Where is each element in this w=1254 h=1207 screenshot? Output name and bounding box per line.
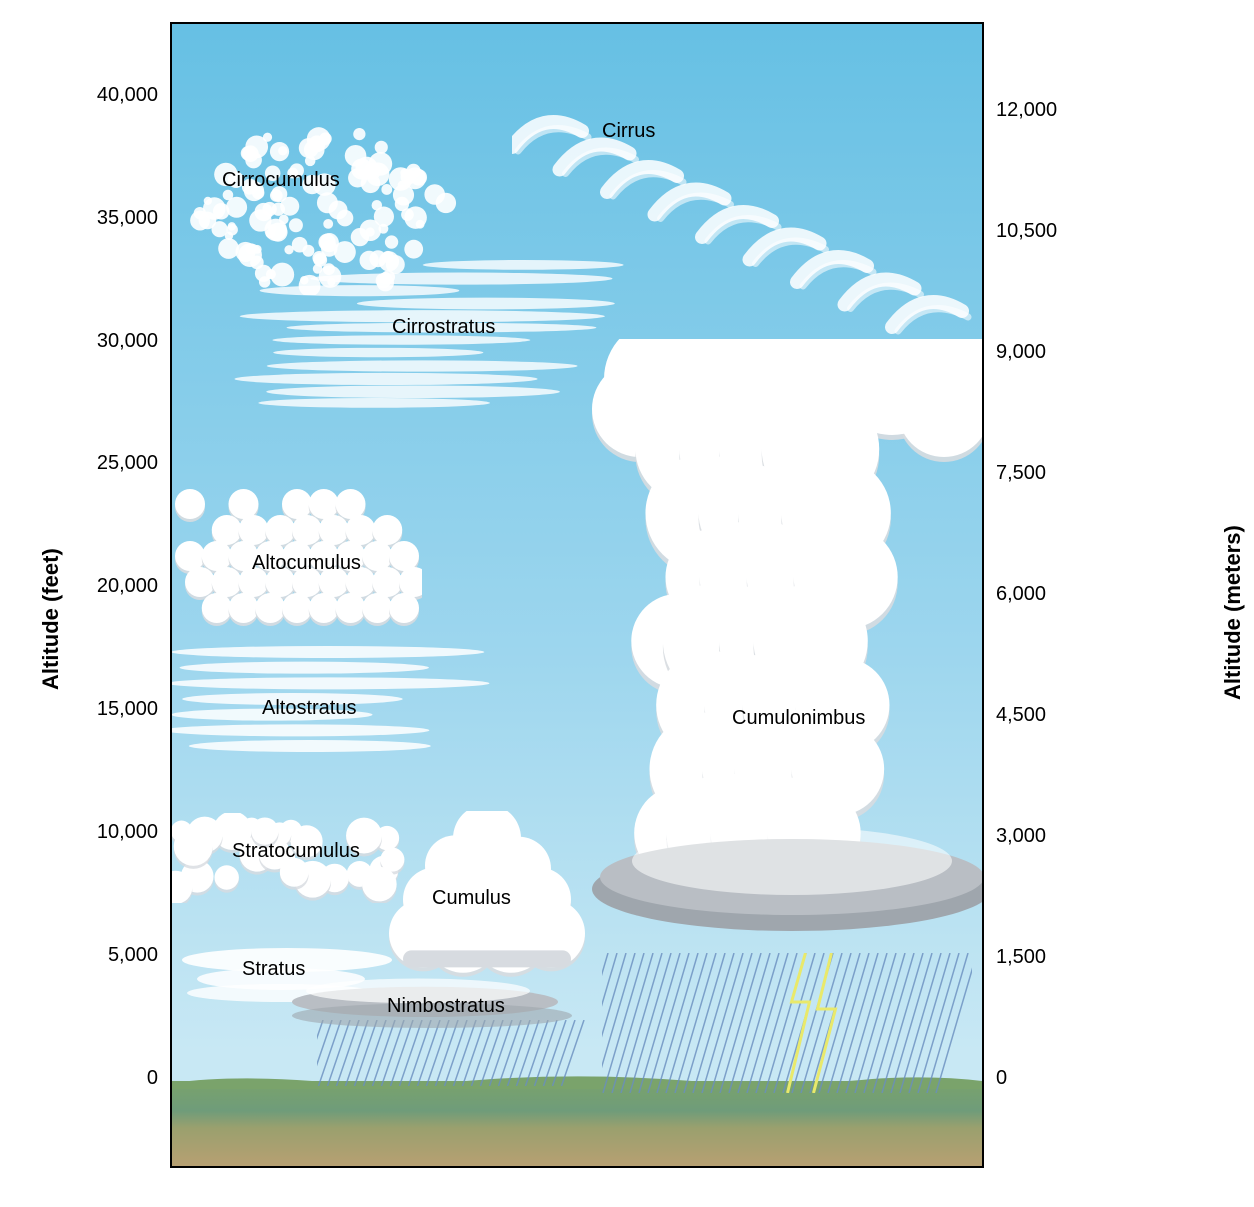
right-tick: 6,000 — [996, 583, 1046, 606]
right-tick: 4,500 — [996, 704, 1046, 727]
right-tick: 9,000 — [996, 341, 1046, 364]
right-tick: 10,500 — [996, 220, 1057, 243]
left-tick: 35,000 — [97, 207, 158, 230]
left-tick: 15,000 — [97, 698, 158, 721]
cloud-label: Nimbostratus — [387, 995, 505, 1018]
cloud-label: Stratocumulus — [232, 840, 360, 863]
left-tick: 30,000 — [97, 330, 158, 353]
left-axis-title: Altitude (feet) — [38, 548, 64, 690]
cloud-label: Cumulus — [432, 887, 511, 910]
cloud-cumulonimbus — [592, 339, 984, 979]
cloud-label: Altocumulus — [252, 552, 361, 575]
left-tick: 40,000 — [97, 84, 158, 107]
cloud-label: Cirrocumulus — [222, 169, 340, 192]
right-tick: 1,500 — [996, 946, 1046, 969]
cloud-label: Altostratus — [262, 697, 356, 720]
right-tick: 7,500 — [996, 462, 1046, 485]
left-tick: 0 — [147, 1067, 158, 1090]
left-tick: 5,000 — [108, 944, 158, 967]
left-tick: 10,000 — [97, 821, 158, 844]
cloud-types-infographic: Altitude (feet) Altitude (meters) 40,000… — [0, 0, 1254, 1207]
right-tick: 12,000 — [996, 99, 1057, 122]
left-tick: 20,000 — [97, 575, 158, 598]
cloud-label: Stratus — [242, 958, 305, 981]
diagram-frame: Cirrus Cirrocumulus Cirrostratus Altocumulu… — [170, 22, 984, 1168]
rain-area — [317, 1020, 587, 1086]
left-tick: 25,000 — [97, 452, 158, 475]
cloud-label: Cirrostratus — [392, 316, 495, 339]
cloud-label: Cirrus — [602, 120, 655, 143]
right-tick: 0 — [996, 1067, 1007, 1090]
ground — [172, 1081, 982, 1166]
right-axis-title: Altitude (meters) — [1220, 525, 1246, 700]
cloud-label: Cumulonimbus — [732, 707, 865, 730]
right-tick: 3,000 — [996, 825, 1046, 848]
